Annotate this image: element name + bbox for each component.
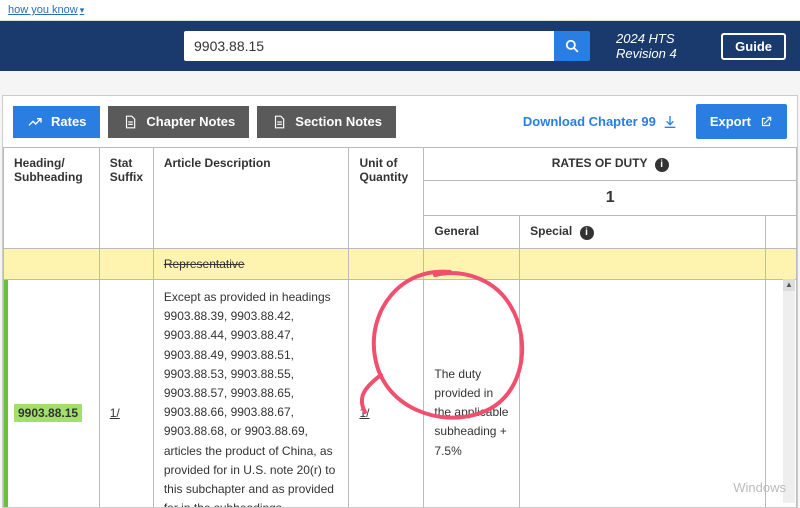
export-button[interactable]: Export bbox=[696, 104, 787, 139]
th-special-label: Special bbox=[530, 224, 572, 238]
th-special: Special i bbox=[520, 216, 766, 249]
tab-rates-label: Rates bbox=[51, 114, 86, 129]
download-icon bbox=[662, 114, 678, 130]
info-icon[interactable]: i bbox=[580, 226, 594, 240]
th-blank bbox=[765, 216, 796, 249]
tab-section-notes[interactable]: Section Notes bbox=[257, 106, 396, 138]
active-row-indicator bbox=[4, 280, 8, 507]
th-uq: Unit of Quantity bbox=[349, 148, 424, 249]
cell-desc: Except as provided in headings 9903.88.3… bbox=[153, 280, 349, 508]
th-heading: Heading/ Subheading bbox=[4, 148, 100, 249]
cell-suffix: 1/ bbox=[99, 280, 153, 508]
hts-table: Heading/ Subheading Stat Suffix Article … bbox=[3, 147, 797, 507]
table-row-highlight: Representative bbox=[4, 249, 797, 280]
table-row: 9903.88.15 1/ Except as provided in head… bbox=[4, 280, 797, 508]
document-icon bbox=[122, 114, 138, 130]
th-one: 1 bbox=[424, 181, 797, 216]
search-input[interactable] bbox=[184, 31, 554, 61]
rates-icon bbox=[27, 114, 43, 130]
export-icon bbox=[759, 115, 773, 129]
tab-chapter-notes-label: Chapter Notes bbox=[146, 114, 235, 129]
th-suffix: Stat Suffix bbox=[99, 148, 153, 249]
search-group bbox=[184, 31, 590, 61]
scrollbar[interactable]: ▲ bbox=[783, 279, 795, 503]
cell-heading: 9903.88.15 bbox=[4, 280, 100, 508]
th-rates: RATES OF DUTY i bbox=[424, 148, 797, 181]
download-chapter-link[interactable]: Download Chapter 99 bbox=[523, 114, 678, 130]
heading-value: 9903.88.15 bbox=[14, 404, 82, 422]
tabs-row: Rates Chapter Notes Section Notes Downlo… bbox=[3, 96, 797, 147]
th-rates-label: RATES OF DUTY bbox=[552, 156, 648, 170]
tab-rates[interactable]: Rates bbox=[13, 106, 100, 138]
chevron-down-icon: ▾ bbox=[80, 5, 85, 15]
gov-banner[interactable]: how you know▾ bbox=[0, 0, 800, 21]
yellow-desc: Representative bbox=[153, 249, 349, 280]
th-desc: Article Description bbox=[153, 148, 349, 249]
info-icon[interactable]: i bbox=[655, 158, 669, 172]
cell-uq: 1/ bbox=[349, 280, 424, 508]
guide-button[interactable]: Guide bbox=[721, 33, 786, 60]
content-panel: Rates Chapter Notes Section Notes Downlo… bbox=[2, 95, 798, 508]
search-icon bbox=[565, 39, 579, 53]
top-navbar: 2024 HTS Revision 4 Guide bbox=[0, 21, 800, 71]
cell-general: The duty provided in the applicable subh… bbox=[424, 280, 520, 508]
tab-section-notes-label: Section Notes bbox=[295, 114, 382, 129]
document-icon bbox=[271, 114, 287, 130]
download-chapter-label: Download Chapter 99 bbox=[523, 114, 656, 129]
cell-special bbox=[520, 280, 766, 508]
search-button[interactable] bbox=[554, 31, 590, 61]
scroll-up-icon[interactable]: ▲ bbox=[783, 279, 795, 291]
revision-label: 2024 HTS Revision 4 bbox=[616, 31, 699, 61]
gov-banner-text: how you know bbox=[8, 4, 78, 16]
table-wrapper: Heading/ Subheading Stat Suffix Article … bbox=[3, 147, 797, 507]
tab-chapter-notes[interactable]: Chapter Notes bbox=[108, 106, 249, 138]
export-button-label: Export bbox=[710, 114, 751, 129]
th-general: General bbox=[424, 216, 520, 249]
